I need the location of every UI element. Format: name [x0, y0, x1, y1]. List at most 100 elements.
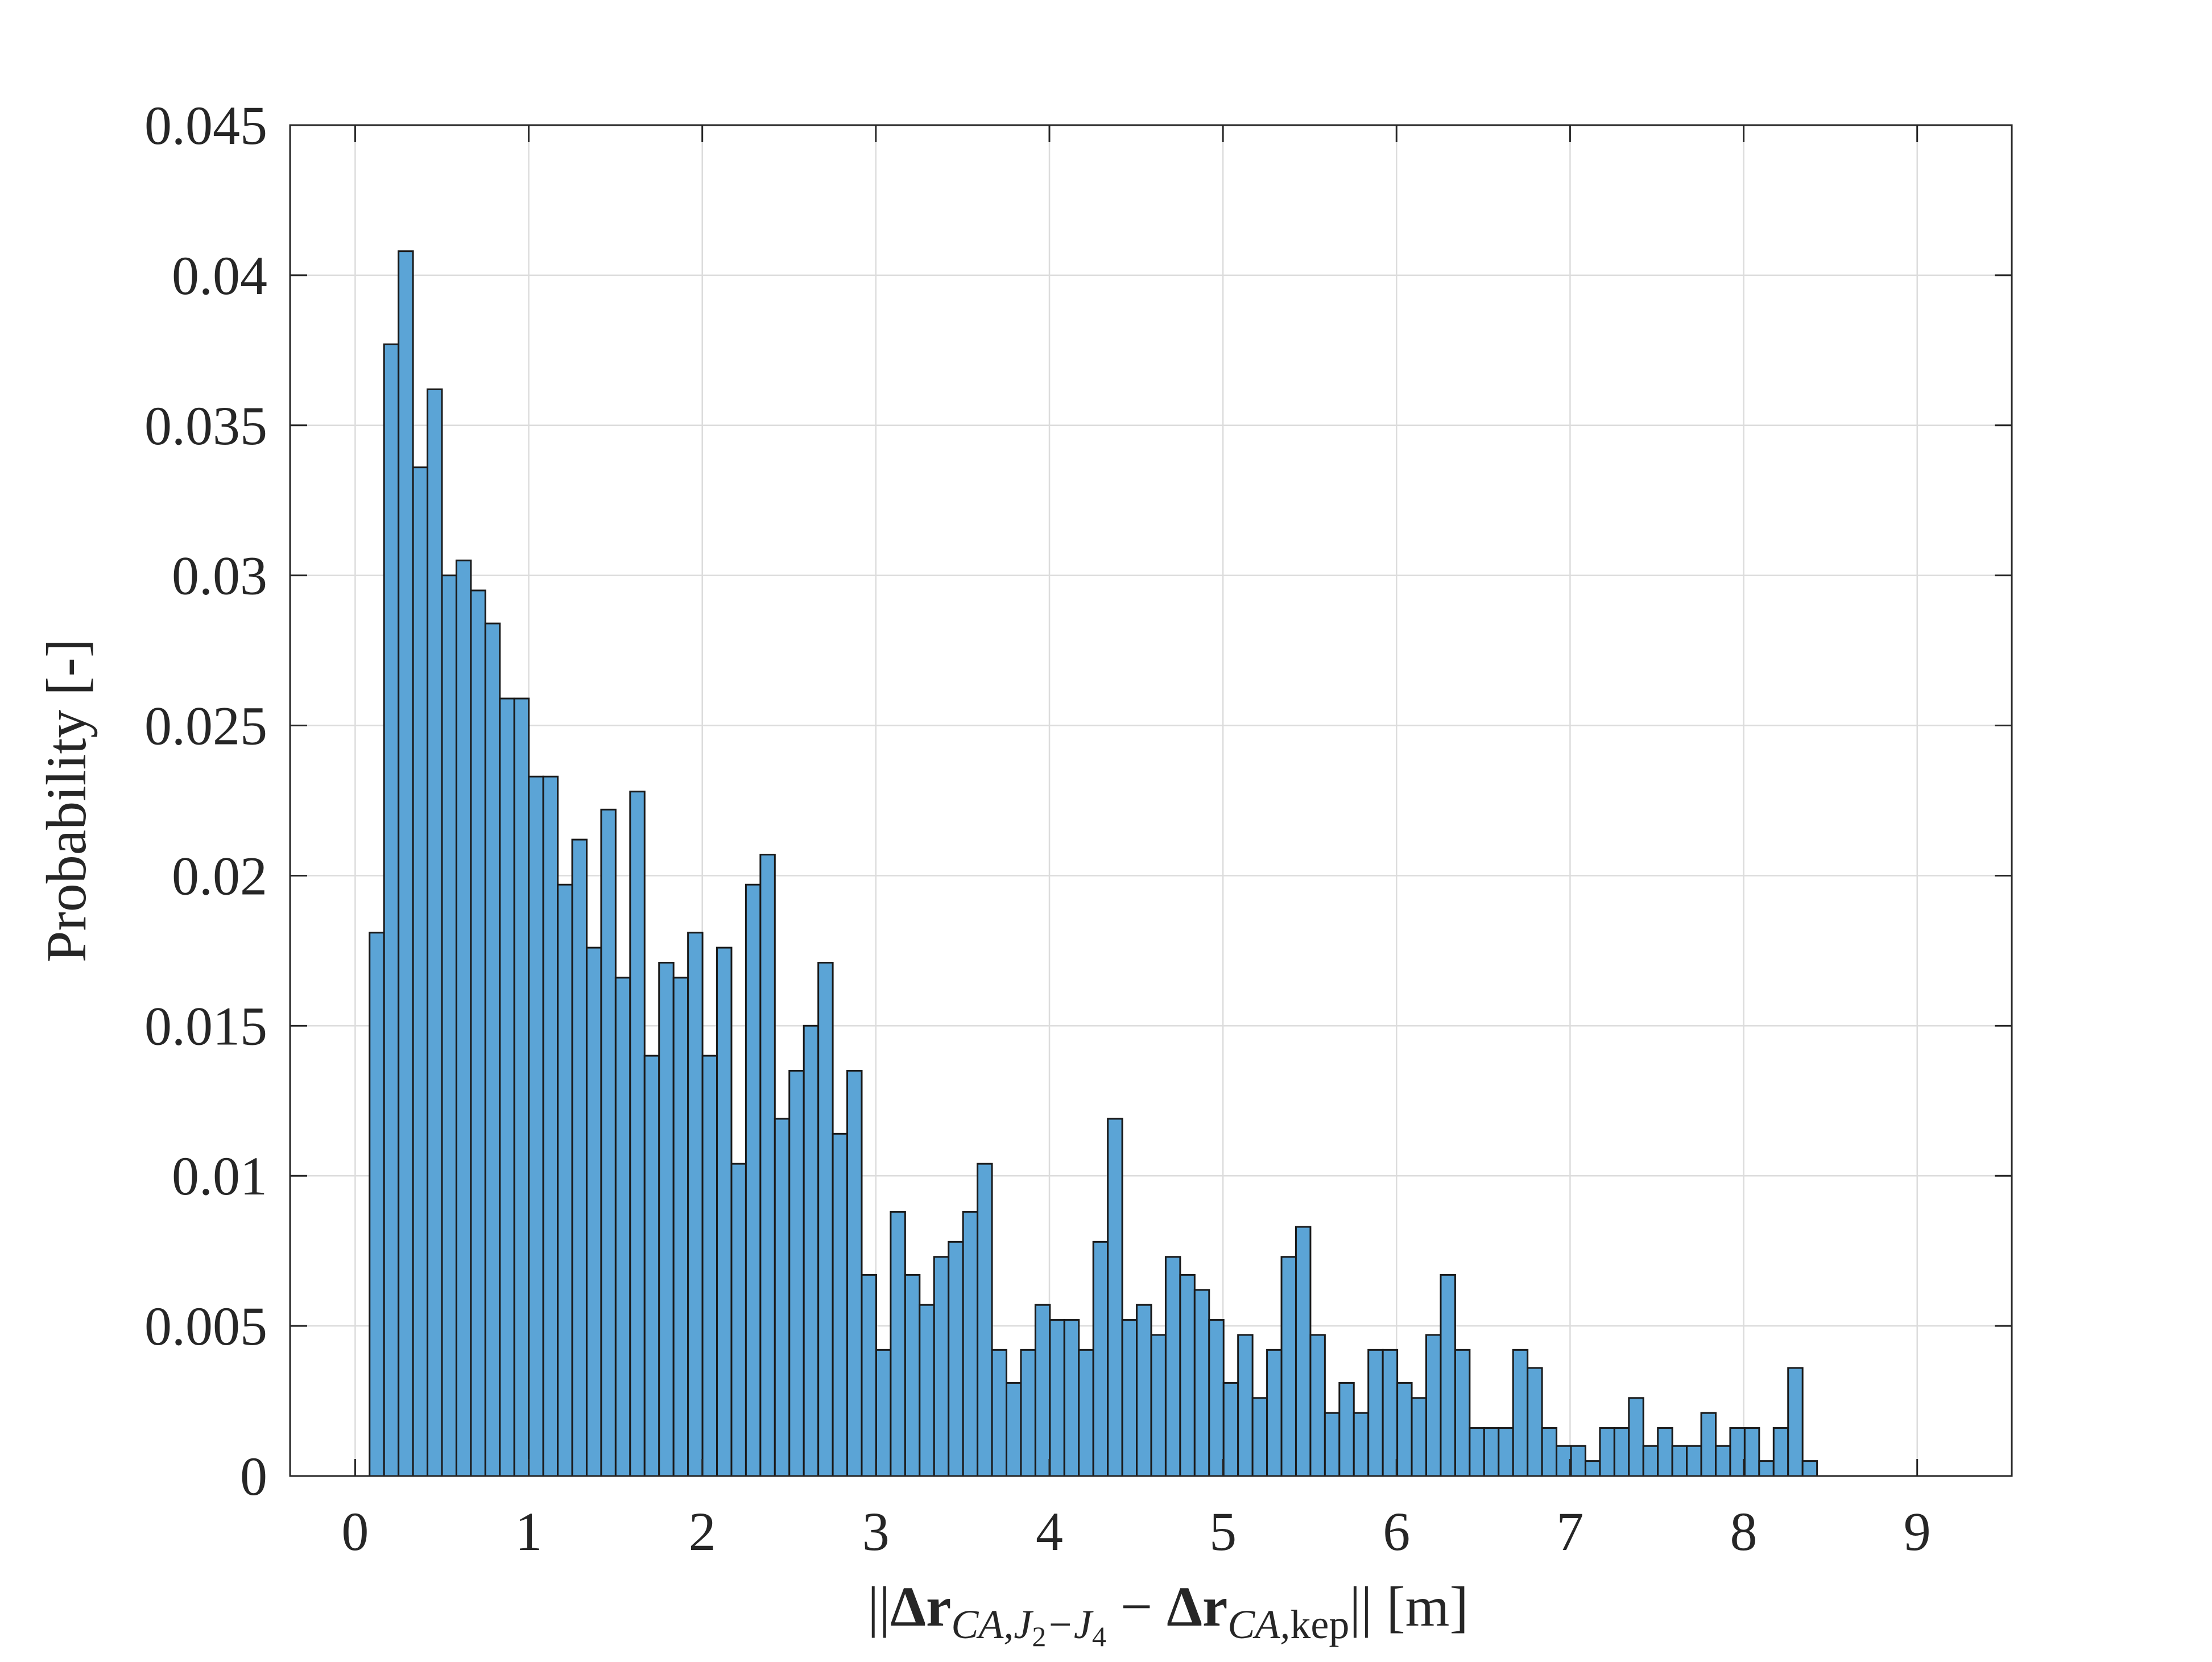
x-axis-label-minus: − — [1106, 1575, 1167, 1638]
histogram-bar — [948, 1241, 964, 1477]
y-tick-labels: 0 0.005 0.01 0.015 0.02 0.025 0.03 0.035 0.04 0.0… — [144, 95, 267, 1507]
histogram-bar — [513, 697, 530, 1477]
histogram-bar — [658, 962, 675, 1477]
histogram-bar — [484, 622, 501, 1477]
x-axis-label-subscript-1d: 4 — [1092, 1620, 1106, 1652]
histogram-bar — [600, 808, 617, 1477]
histogram-bar — [1613, 1427, 1630, 1477]
histogram-bar — [716, 946, 733, 1477]
histogram-bar — [730, 1163, 747, 1477]
histogram-bars — [369, 250, 1818, 1477]
histogram-bar — [571, 838, 588, 1477]
histogram-bar — [817, 962, 834, 1477]
histogram-bar — [1743, 1427, 1760, 1477]
histogram-bar — [1324, 1412, 1341, 1477]
histogram-bar — [991, 1349, 1008, 1477]
x-axis-label-delta-r-2: Δr — [1167, 1575, 1227, 1638]
x-axis-label-subscript-1: CA,J — [951, 1602, 1033, 1647]
histogram-bar — [803, 1024, 820, 1477]
histogram-bar — [1411, 1397, 1428, 1477]
histogram-bar — [1396, 1382, 1413, 1477]
x-axis-label-norm-close: || [m] — [1349, 1575, 1468, 1638]
histogram-bar — [398, 250, 414, 1477]
histogram-bar — [701, 1055, 718, 1477]
axes-frame — [289, 124, 2013, 1477]
histogram-bar — [542, 775, 559, 1477]
histogram-bar — [1512, 1349, 1529, 1477]
histogram-bar — [614, 977, 631, 1477]
histogram-bar — [1498, 1427, 1514, 1477]
histogram-bar — [1642, 1445, 1659, 1477]
histogram-bar — [1353, 1412, 1370, 1477]
histogram-bar — [1078, 1349, 1094, 1477]
histogram-bar — [528, 775, 544, 1477]
x-axis-label-subscript-2: CA, — [1227, 1602, 1290, 1647]
y-tick-label: 0.015 — [144, 995, 267, 1056]
x-axis-label-subscript-2b: kep — [1290, 1602, 1349, 1647]
histogram-bar — [1801, 1460, 1818, 1477]
histogram-bar — [672, 977, 689, 1477]
histogram-bar — [1208, 1319, 1225, 1477]
histogram-bar — [412, 466, 429, 1477]
histogram-bar — [832, 1132, 849, 1477]
histogram-bar — [1092, 1241, 1109, 1477]
histogram-bar — [1454, 1349, 1471, 1477]
histogram-bar — [1338, 1382, 1355, 1477]
histogram-bar — [1164, 1256, 1181, 1477]
histogram-bar — [1266, 1349, 1283, 1477]
histogram-bar — [846, 1070, 863, 1477]
histogram-bar — [1469, 1427, 1485, 1477]
histogram-bar — [1772, 1427, 1789, 1477]
histogram-bar — [1425, 1334, 1442, 1477]
histogram-bar — [1541, 1427, 1558, 1477]
x-axis-label-norm-open: || — [867, 1575, 890, 1638]
histogram-bar — [455, 559, 472, 1477]
histogram-bar — [1787, 1367, 1804, 1477]
histogram-bar — [933, 1256, 950, 1477]
histogram-bar — [1700, 1412, 1717, 1477]
histogram-bar — [1150, 1334, 1167, 1477]
histogram-bar — [1063, 1319, 1080, 1477]
histogram-bar — [1483, 1427, 1500, 1477]
histogram-bar — [643, 1055, 660, 1477]
histogram-bar — [383, 343, 400, 1477]
histogram-bar — [890, 1211, 906, 1477]
y-tick-label: 0.025 — [144, 696, 267, 756]
x-tick-label: 2 — [689, 1501, 716, 1562]
histogram-bar — [1714, 1445, 1731, 1477]
histogram-bar — [1584, 1460, 1601, 1477]
histogram-bar — [1179, 1274, 1196, 1477]
x-tick-label: 7 — [1556, 1501, 1583, 1562]
histogram-bar — [1686, 1445, 1702, 1477]
x-tick-label: 1 — [515, 1501, 543, 1562]
x-tick-label: 6 — [1383, 1501, 1410, 1562]
x-tick-label: 9 — [1904, 1501, 1931, 1562]
histogram-bar — [861, 1274, 877, 1477]
histogram-bar — [687, 932, 704, 1477]
histogram-bar — [427, 388, 443, 1477]
histogram-bar — [788, 1070, 805, 1477]
x-axis-label: ||ΔrCA,J2−J4 − ΔrCA,kep|| [m] — [867, 1575, 1469, 1652]
histogram-bar — [585, 946, 602, 1477]
histogram-bar — [1049, 1319, 1065, 1477]
histogram-bar — [1034, 1304, 1051, 1477]
histogram-bar — [919, 1304, 935, 1477]
x-tick-labels: 0 1 2 3 4 5 6 7 8 9 — [341, 1501, 1930, 1562]
histogram-bar — [1107, 1118, 1123, 1477]
histogram-bar — [1136, 1304, 1152, 1477]
histogram-bar — [745, 883, 762, 1477]
histogram-bar — [1382, 1349, 1399, 1477]
histogram-bar — [1020, 1349, 1036, 1477]
histogram-bar — [1280, 1256, 1297, 1477]
histogram-bar — [1309, 1334, 1326, 1477]
histogram-bar — [1251, 1397, 1268, 1477]
y-tick-label: 0.04 — [172, 245, 267, 306]
histogram-bar — [629, 791, 646, 1477]
histogram-bar — [1237, 1334, 1254, 1477]
histogram-bar — [557, 883, 573, 1477]
histogram-bar — [499, 697, 515, 1477]
y-axis-label: Probability [-] — [35, 639, 98, 962]
x-tick-label: 0 — [341, 1501, 369, 1562]
